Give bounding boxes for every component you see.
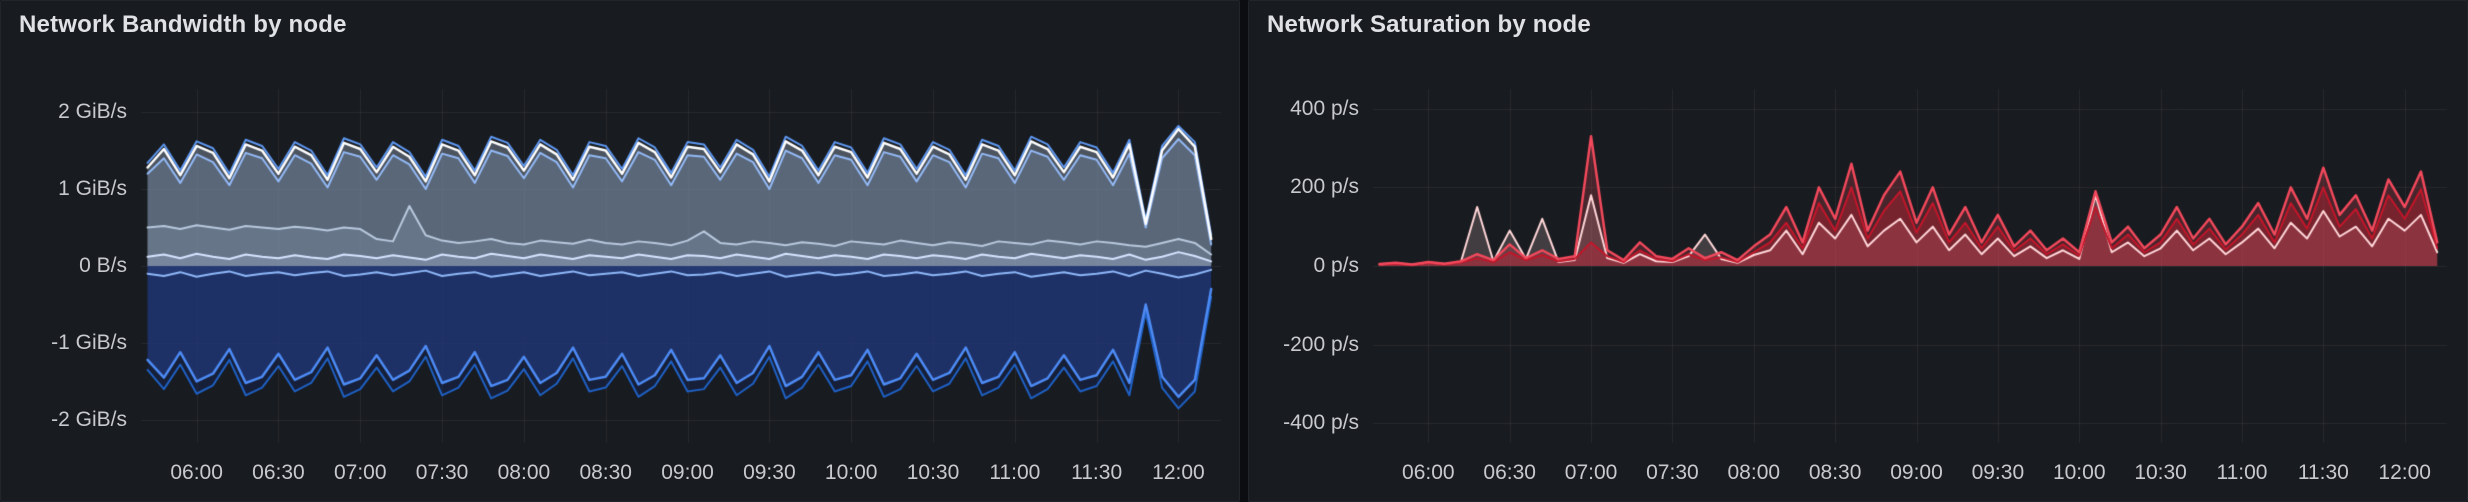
- x-axis-tick-label: 12:00: [2378, 461, 2431, 484]
- panel-title-saturation[interactable]: Network Saturation by node: [1267, 11, 1591, 38]
- bandwidth-chart-area: 2 GiB/s 1 GiB/s 0 B/s -1 GiB/s -2 GiB/s 06:00…: [1, 49, 1239, 501]
- saturation-chart-area: 400 p/s 200 p/s 0 p/s -200 p/s -400 p/s 06:00…: [1249, 49, 2467, 501]
- x-axis-tick-label: 08:00: [1727, 461, 1781, 484]
- x-axis-tick-label: 09:00: [1890, 461, 1943, 484]
- y-axis-tick-label: 0 B/s: [79, 254, 127, 277]
- x-axis-tick-label: 11:30: [2297, 461, 2349, 484]
- x-axis-tick-label: 10:30: [2134, 461, 2187, 484]
- y-axis-tick-label: -400 p/s: [1283, 411, 1359, 435]
- x-axis-tick-label: 07:00: [333, 461, 387, 484]
- x-axis-tick-label: 12:00: [1152, 461, 1205, 484]
- x-axis-tick-label: 09:30: [1971, 461, 2025, 484]
- x-axis-tick-label: 10:00: [824, 461, 878, 484]
- panel-header-saturation[interactable]: Network Saturation by node: [1249, 1, 2467, 49]
- y-axis-tick-label: 2 GiB/s: [58, 100, 127, 124]
- x-axis-tick-label: 06:30: [252, 461, 305, 484]
- x-axis-tick-label: 07:30: [415, 461, 469, 484]
- x-axis-tick-label: 10:00: [2052, 461, 2106, 484]
- x-axis-tick-label: 08:30: [579, 461, 632, 484]
- x-axis-tick-label: 08:30: [1808, 461, 1862, 484]
- panel-network-bandwidth: Network Bandwidth by node 2 GiB/s 1 GiB/s…: [0, 0, 1240, 502]
- y-axis-tick-label: 200 p/s: [1290, 175, 1359, 199]
- y-axis-tick-label: 0 p/s: [1313, 254, 1359, 277]
- x-axis-tick-label: 08:00: [497, 461, 551, 484]
- saturation-timeseries-canvas[interactable]: [1249, 49, 2467, 501]
- panel-network-saturation: Network Saturation by node 400 p/s 200 p/…: [1248, 0, 2468, 502]
- y-axis-tick-label: 1 GiB/s: [58, 177, 127, 201]
- x-axis-tick-label: 11:30: [1071, 461, 1123, 484]
- bandwidth-timeseries-canvas[interactable]: [1, 49, 1239, 501]
- x-axis-tick-label: 06:00: [1402, 461, 1455, 484]
- x-axis-tick-label: 11:00: [2216, 461, 2268, 484]
- x-axis-tick-label: 06:30: [1483, 461, 1536, 484]
- x-axis-tick-label: 07:30: [1646, 461, 1699, 484]
- x-axis-tick-label: 09:30: [743, 461, 796, 484]
- y-axis-tick-label: 400 p/s: [1290, 96, 1359, 120]
- panel-header-bandwidth[interactable]: Network Bandwidth by node: [1, 1, 1239, 49]
- y-axis-tick-label: -2 GiB/s: [51, 407, 127, 431]
- x-axis-tick-label: 07:00: [1564, 461, 1618, 484]
- x-axis-tick-label: 11:00: [989, 461, 1041, 484]
- x-axis-tick-label: 06:00: [170, 461, 223, 484]
- y-axis-tick-label: -200 p/s: [1283, 332, 1359, 356]
- panel-title-bandwidth[interactable]: Network Bandwidth by node: [19, 11, 347, 38]
- y-axis-tick-label: -1 GiB/s: [51, 330, 127, 354]
- x-axis-tick-label: 10:30: [906, 461, 960, 484]
- x-axis-tick-label: 09:00: [661, 461, 714, 484]
